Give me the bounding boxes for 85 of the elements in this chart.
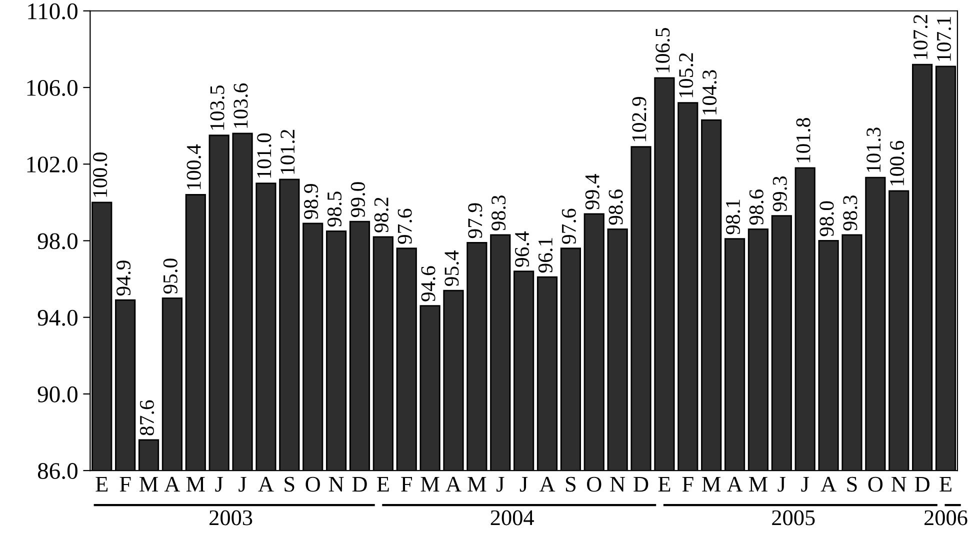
x-tick-label: J [778,476,786,492]
data-label: 97.6 [562,208,576,244]
data-label: 98.1 [726,200,740,234]
x-tick-label: E [940,476,952,492]
data-label: 101.2 [280,130,295,174]
x-tick-label: S [284,476,294,492]
data-label: 99.4 [585,174,600,210]
data-label: 99.3 [772,176,787,212]
x-tick-label: A [820,476,836,492]
data-label: 94.6 [421,266,436,302]
data-label: 101.3 [866,128,881,172]
x-tick-label: O [587,476,602,492]
x-tick-label: A [726,476,743,492]
x-tick-label: O [868,476,883,492]
data-label: 98.2 [374,198,388,232]
x-tick-label: E [658,476,670,492]
y-tick-label: 102.0 [27,156,78,173]
x-tick-label: N [891,476,906,492]
x-tick-label: M [140,476,158,492]
data-label: 94.9 [116,260,131,296]
data-label: 96.1 [538,238,553,273]
data-label: 98.6 [749,190,764,225]
y-tick-label: 106.0 [27,80,78,96]
x-tick-label: D [914,476,930,492]
x-tick-label: M [186,476,205,492]
data-label: 98.3 [492,196,506,230]
y-tick-label: 110.0 [28,3,78,20]
data-label: 98.9 [304,184,318,219]
x-tick-label: F [682,476,694,492]
data-label: 100.6 [890,140,904,186]
data-label: 102.9 [632,97,646,142]
data-label: 103.5 [210,85,224,130]
data-label: 107.1 [936,16,952,61]
data-label: 97.9 [468,203,482,238]
text: 2006 [924,510,968,526]
data-label: 95.0 [163,258,178,294]
x-tick-label: J [801,476,809,492]
x-tick-label: A [539,476,556,492]
data-label: 98.6 [608,190,623,225]
x-tick-label: J [215,476,223,492]
x-tick-label: J [496,476,504,492]
x-tick-label: F [120,476,131,492]
x-tick-label: A [446,476,462,492]
x-tick-label: D [634,476,648,492]
x-tick-label: M [702,476,721,492]
x-tick-label: S [847,476,857,492]
text: 2004 [490,510,534,526]
data-label: 98.5 [327,192,342,227]
y-tick-label: 86.0 [38,463,78,480]
x-tick-label: M [748,476,768,492]
x-tick-label: F [401,476,412,492]
data-label: 106.5 [656,28,670,72]
x-tick-label: M [468,476,486,492]
x-tick-label: A [164,476,180,492]
data-label: 101.8 [796,118,810,162]
data-label: 104.3 [702,70,717,114]
data-label: 99.0 [350,182,366,218]
data-label: 98.3 [843,196,858,230]
x-tick-label: E [377,476,389,492]
data-label: 100.4 [186,144,201,190]
x-tick-label: M [420,476,440,492]
y-tick-label: 94.0 [38,310,78,326]
data-label: 95.4 [444,250,459,286]
data-label: 105.2 [679,53,694,98]
data-label: 107.2 [913,14,928,59]
x-tick-label: E [96,476,108,492]
data-label: 87.6 [140,400,154,436]
x-tick-label: N [610,476,626,492]
x-tick-label: O [306,476,320,492]
text: 2003 [210,510,252,526]
x-tick-label: S [566,476,576,492]
y-tick-label: 98.0 [38,233,78,250]
data-label: 98.0 [820,201,834,236]
y-tick-label: 90.0 [38,386,78,402]
x-tick-label: D [352,476,367,492]
x-tick-label: N [328,476,344,492]
data-label: 96.4 [515,231,530,267]
x-tick-label: A [258,476,274,492]
x-tick-label: J [238,476,246,492]
x-tick-label: J [520,476,528,492]
data-label: 103.6 [234,83,248,128]
data-label: 97.6 [398,208,412,244]
data-label: 101.0 [257,133,272,178]
text: 2005 [772,510,815,526]
data-label: 100.0 [93,152,108,197]
